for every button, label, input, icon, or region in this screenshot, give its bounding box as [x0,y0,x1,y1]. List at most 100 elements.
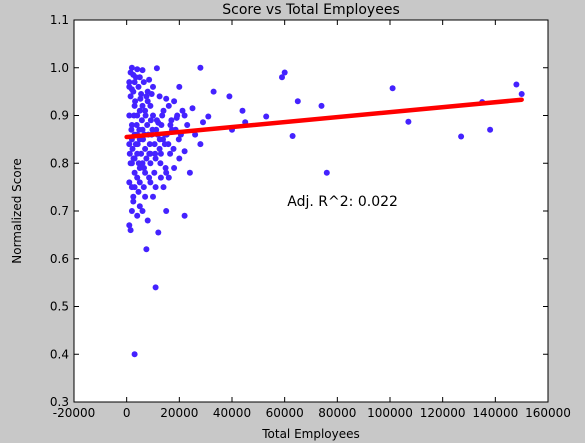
chart-title: Score vs Total Employees [222,2,399,18]
scatter-point [126,112,133,119]
scatter-point [134,112,141,119]
scatter-point [127,227,134,234]
y-axis-label: Normalized Score [10,158,24,263]
scatter-point [134,174,141,181]
scatter-point [168,117,175,124]
x-tick-label: 120000 [420,406,466,420]
scatter-point [134,66,141,73]
scatter-point [289,133,296,139]
x-tick-label: 40000 [213,406,251,420]
y-tick-label: 0.9 [50,109,69,123]
x-tick-label: 80000 [318,406,356,420]
scatter-point [146,174,153,181]
scatter-point [150,112,156,119]
scatter-point [163,208,170,214]
scatter-point [143,93,150,100]
scatter-point [126,222,133,229]
scatter-point [144,217,151,224]
scatter-point [131,184,138,191]
scatter-point [294,98,301,105]
scatter-point [130,155,137,162]
x-axis-ticks: -20000 0 20000 40000 60000 80000 100000 120000 1… [53,20,571,420]
scatter-point [181,212,188,219]
scatter-point [138,150,145,157]
y-tick-label: 0.8 [50,156,69,170]
scatter-point [152,150,159,157]
scatter-point [157,150,164,157]
scatter-point [151,141,158,148]
scatter-point [150,83,156,90]
scatter-point [156,145,163,152]
scatter-point [136,74,143,81]
scatter-point [144,98,151,105]
scatter-point [147,179,154,186]
scatter-point [141,165,147,171]
scatter-point [200,119,206,126]
scatter-point [146,141,153,148]
scatter-point [138,117,145,124]
scatter-point [152,184,159,191]
scatter-point [513,81,520,88]
scatter-point [139,208,146,214]
scatter-point [458,133,465,140]
scatter-point [147,117,154,124]
scatter-point [128,64,135,71]
scatter-point [129,145,136,152]
y-tick-label: 0.7 [50,204,69,218]
scatter-point [153,65,160,72]
y-tick-label: 1.1 [50,13,69,27]
scatter-point [175,136,182,143]
scatter-point [128,208,135,214]
scatter-point [135,188,142,195]
y-axis-ticks: 0.3 0.4 0.5 0.6 0.7 0.8 0.9 1.0 1.1 [50,13,548,409]
scatter-point [133,122,140,128]
scatter-point [147,102,154,109]
scatter-point [135,83,142,90]
scatter-point [174,112,181,119]
scatter-point [132,98,139,105]
scatter-point [135,160,142,167]
x-tick-label: 20000 [160,406,198,420]
scatter-point [134,212,141,219]
scatter-point [142,107,149,114]
scatter-point [140,184,147,191]
scatter-point [176,83,183,90]
scatter-point [205,113,212,120]
scatter-point [142,112,149,119]
scatter-point [163,169,170,176]
scatter-point [160,184,167,191]
scatter-point [136,179,143,186]
scatter-point [131,351,138,358]
y-tick-label: 0.6 [50,252,69,266]
scatter-point [184,122,191,128]
scatter-point [128,126,135,133]
scatter-point [160,107,167,114]
regression-line [124,97,524,140]
scatter-point [130,198,137,205]
scatter-point [140,79,147,86]
scatter-point [139,102,146,109]
scatter-point [281,69,288,76]
scatter-point [518,91,525,97]
scatter-point [126,83,133,90]
scatter-point [179,107,186,114]
x-tick-label: 140000 [472,406,518,420]
scatter-point [142,169,149,176]
scatter-point [139,126,146,133]
scatter-point [136,107,143,114]
scatter-point [152,284,159,291]
scatter-point [155,229,162,236]
x-tick-label: 100000 [367,406,413,420]
scatter-point [323,169,330,176]
scatter-point [167,122,174,128]
scatter-point [171,98,178,105]
scatter-point [156,136,163,143]
scatter-point [152,155,159,162]
scatter-point [130,193,137,200]
scatter-point [210,88,217,95]
x-tick-label: 160000 [525,406,571,420]
scatter-point [126,79,133,86]
scatter-point [170,145,177,152]
scatter-point [162,165,169,171]
